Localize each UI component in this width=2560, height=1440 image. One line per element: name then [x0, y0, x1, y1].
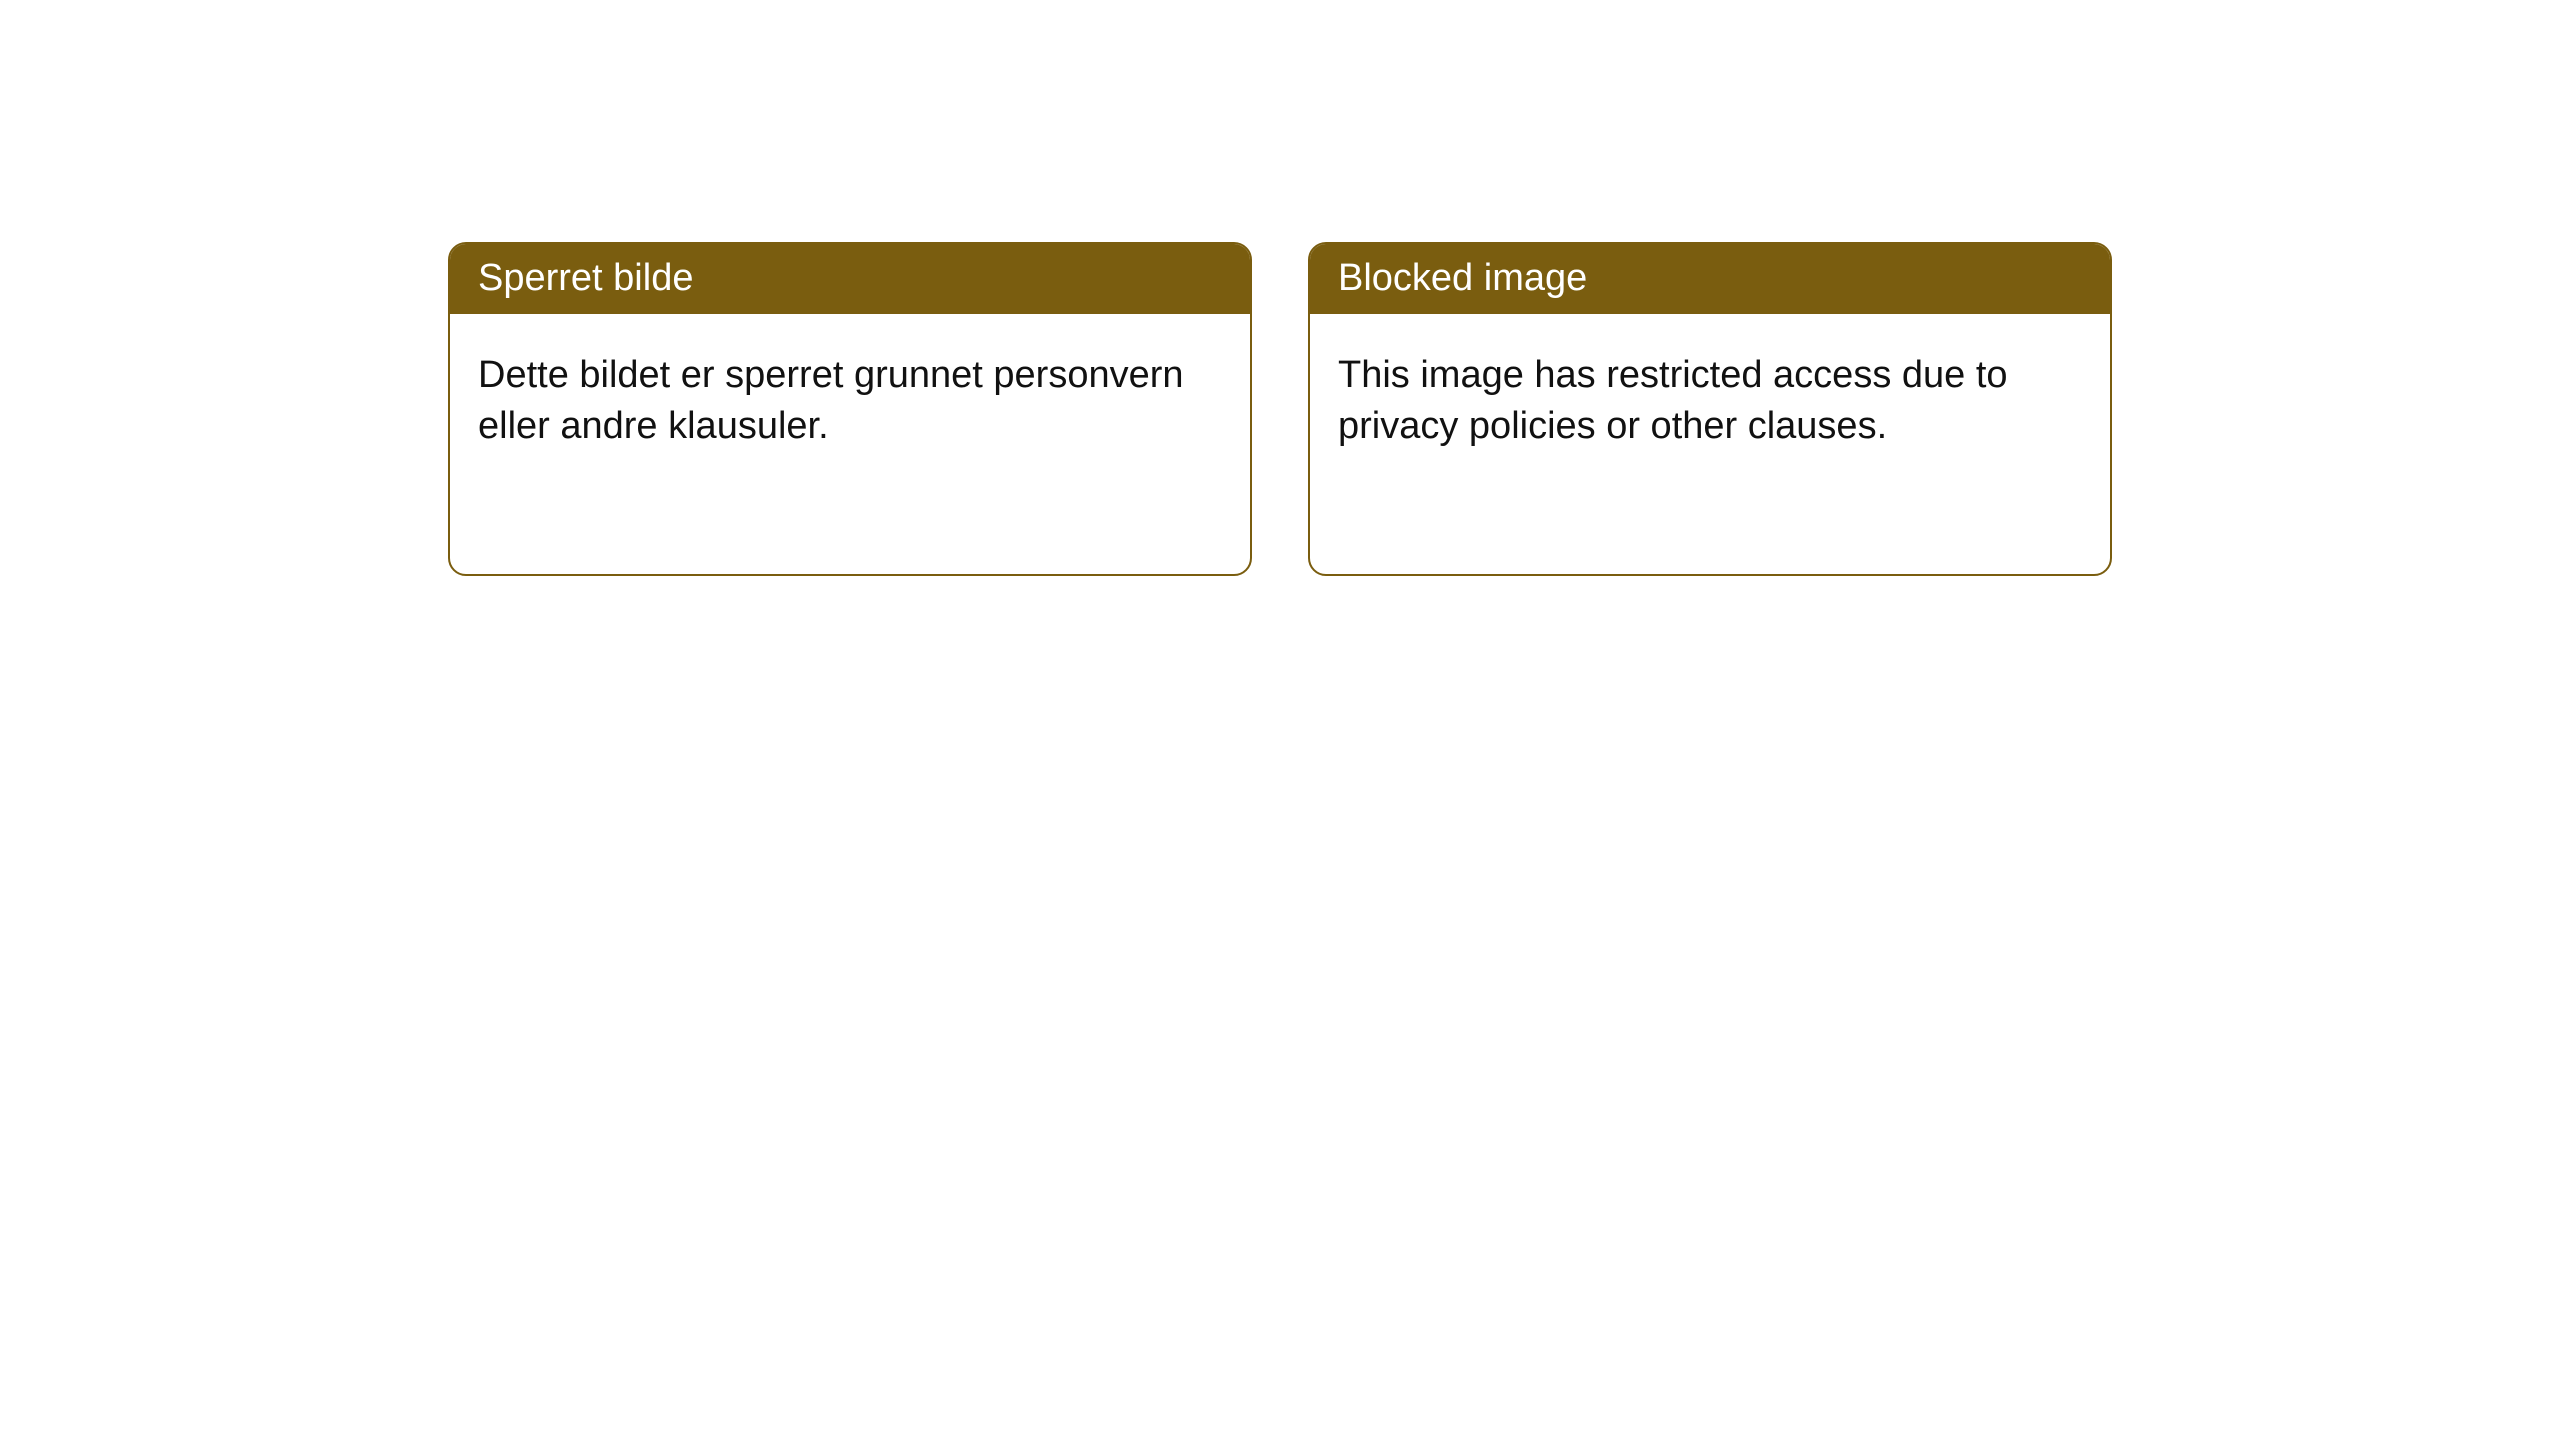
- notice-card-norwegian: Sperret bilde Dette bildet er sperret gr…: [448, 242, 1252, 576]
- notice-title: Sperret bilde: [450, 244, 1250, 314]
- notice-card-english: Blocked image This image has restricted …: [1308, 242, 2112, 576]
- notice-body: Dette bildet er sperret grunnet personve…: [450, 314, 1250, 489]
- notice-body: This image has restricted access due to …: [1310, 314, 2110, 489]
- notice-container: Sperret bilde Dette bildet er sperret gr…: [0, 0, 2560, 576]
- notice-title: Blocked image: [1310, 244, 2110, 314]
